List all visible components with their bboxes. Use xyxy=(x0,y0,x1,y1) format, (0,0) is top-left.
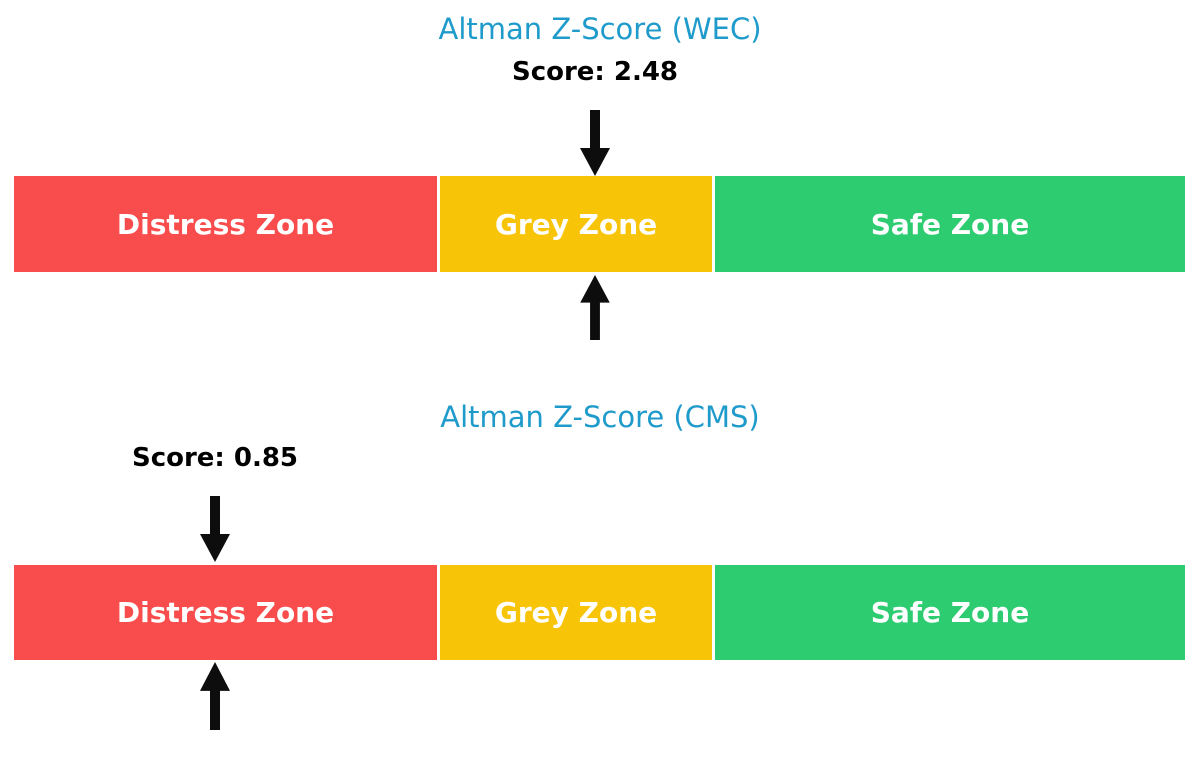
score-label-cms: Score: 0.85 xyxy=(131,443,299,473)
grey-zone-label: Grey Zone xyxy=(494,207,658,241)
distress-zone-label: Distress Zone xyxy=(116,596,335,629)
distress-zone-segment: Distress Zone xyxy=(14,176,437,272)
zone-band-cms: Distress Zone Grey Zone Safe Zone xyxy=(14,565,1185,660)
score-arrow-down-icon xyxy=(578,110,612,176)
safe-zone-segment: Safe Zone xyxy=(715,176,1185,272)
chart-title-wec: Altman Z-Score (WEC) xyxy=(438,12,762,46)
chart-title-cms: Altman Z-Score (CMS) xyxy=(440,400,760,434)
safe-zone-label: Safe Zone xyxy=(870,207,1030,241)
zone-band-wec: Distress Zone Grey Zone Safe Zone xyxy=(14,176,1185,272)
score-label-wec: Score: 2.48 xyxy=(511,57,679,87)
distress-zone-label: Distress Zone xyxy=(116,207,335,241)
distress-zone-segment: Distress Zone xyxy=(14,565,437,660)
safe-zone-segment: Safe Zone xyxy=(715,565,1185,660)
safe-zone-label: Safe Zone xyxy=(870,596,1030,629)
score-arrow-up-icon xyxy=(578,275,612,340)
score-arrow-down-icon xyxy=(198,496,232,562)
grey-zone-label: Grey Zone xyxy=(494,596,658,629)
grey-zone-segment: Grey Zone xyxy=(440,565,712,660)
grey-zone-segment: Grey Zone xyxy=(440,176,712,272)
score-arrow-up-icon xyxy=(198,662,232,730)
